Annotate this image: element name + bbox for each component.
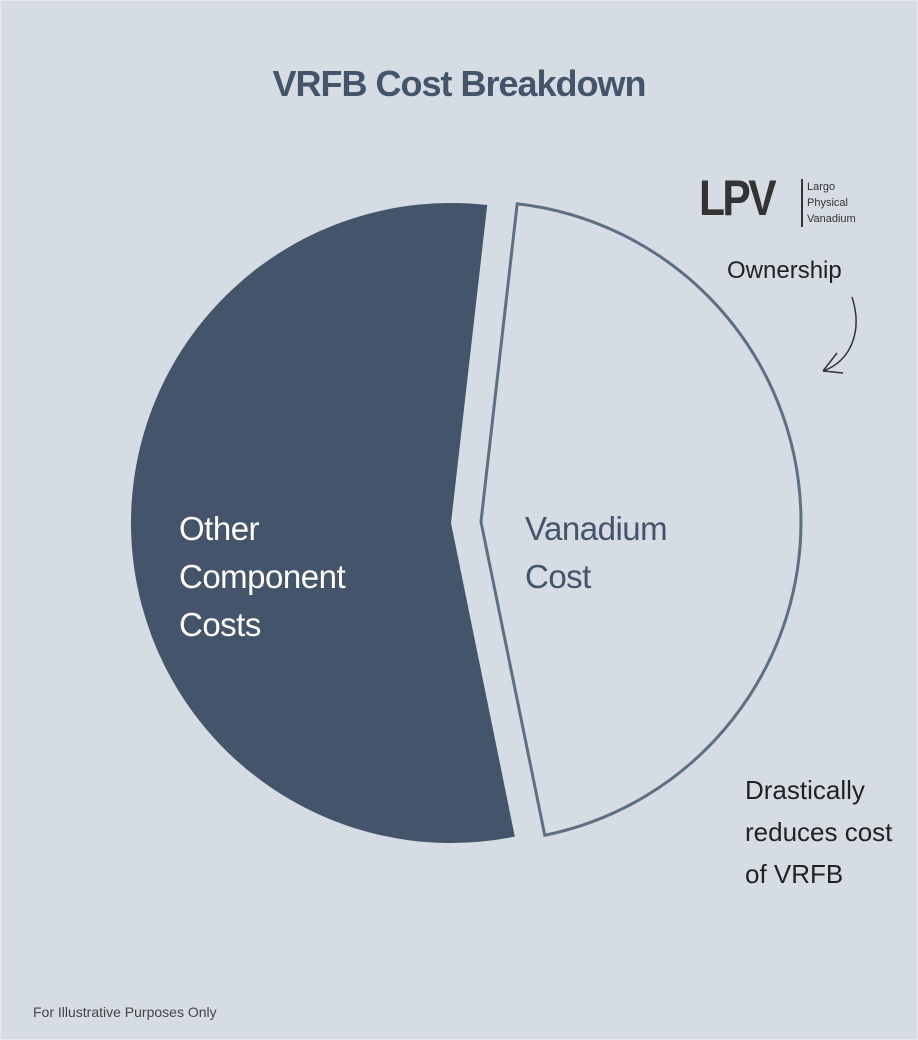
pie-slice <box>479 202 803 838</box>
annotation: Drastically reduces cost of VRFB <box>745 775 893 889</box>
logo-line: Largo <box>807 181 836 193</box>
chart-title: VRFB Cost Breakdown <box>272 63 646 104</box>
logo-text: LPV <box>699 170 777 226</box>
footnote: For Illustrative Purposes Only <box>33 1004 217 1020</box>
slice-label: Other Component Costs <box>179 510 346 643</box>
pie-slice <box>131 203 515 843</box>
logo-subtext: Largo Physical Vanadium <box>801 179 856 227</box>
slice-label: Vanadium Cost <box>525 510 668 595</box>
logo-line: Physical <box>807 197 848 209</box>
logo-line: Vanadium <box>807 213 856 225</box>
annotation: Ownership <box>727 257 842 284</box>
annotation-arrow <box>822 296 857 374</box>
